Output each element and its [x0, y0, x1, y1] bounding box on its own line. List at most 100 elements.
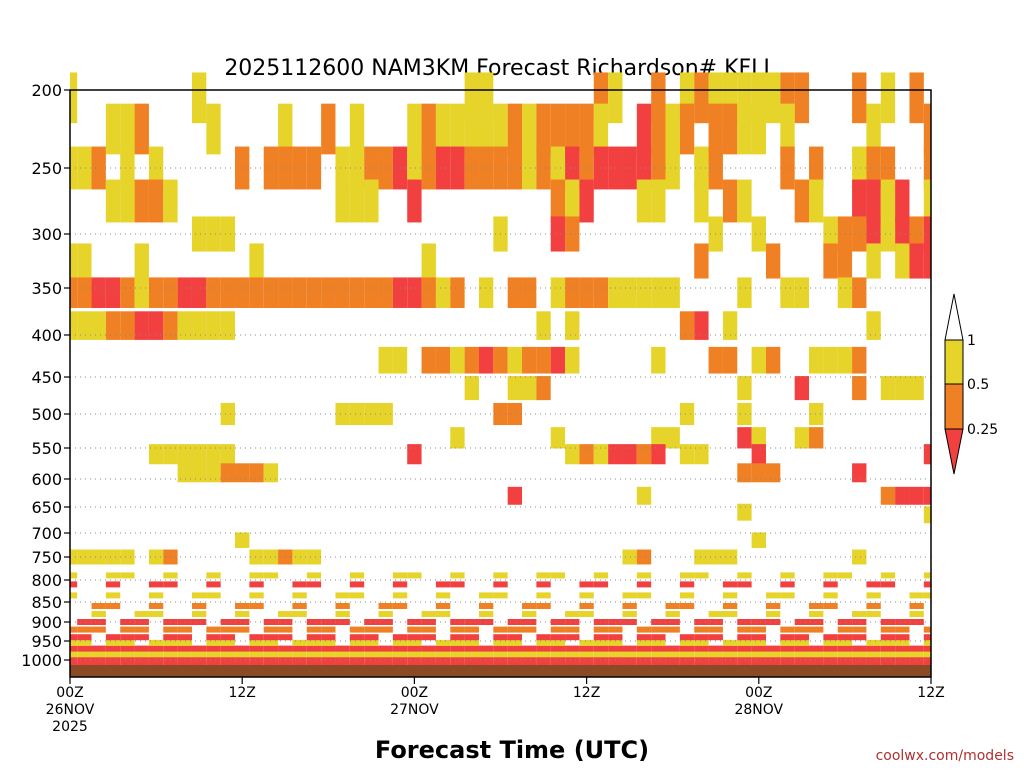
heatmap-cell: [550, 277, 566, 308]
heatmap-cell: [120, 619, 135, 625]
heatmap-cell: [407, 572, 422, 579]
heatmap-cell: [536, 146, 551, 190]
heatmap-cell: [737, 427, 752, 449]
y-tick-label: 800: [31, 571, 62, 590]
heatmap-cell: [450, 146, 465, 190]
heatmap-cell: [751, 619, 766, 625]
heatmap-cell: [751, 346, 766, 374]
heatmap-cell: [306, 651, 322, 658]
heatmap-cell: [665, 146, 680, 190]
heatmap-cell: [636, 639, 652, 646]
heatmap-cell: [909, 611, 924, 617]
y-tick-label: 450: [31, 368, 62, 387]
heatmap-cell: [163, 626, 178, 633]
heatmap-cell: [765, 346, 781, 374]
heatmap-cell: [550, 572, 566, 579]
heatmap-cell: [780, 645, 795, 652]
heatmap-cell: [335, 603, 350, 609]
heatmap-cell: [550, 103, 566, 155]
heatmap-cell: [91, 311, 106, 340]
heatmap-cell: [249, 592, 264, 599]
heatmap-cell: [235, 603, 250, 609]
heatmap-cell: [206, 444, 221, 465]
heatmap-cell: [866, 645, 881, 652]
heatmap-cell: [220, 463, 236, 483]
heatmap-cell: [77, 619, 92, 625]
heatmap-cell: [809, 651, 824, 658]
heatmap-cell: [435, 651, 451, 658]
heatmap-cell: [220, 277, 236, 308]
legend-bottom-arrow: [944, 428, 964, 475]
heatmap-cell: [923, 639, 931, 646]
heatmap-cell: [335, 592, 350, 599]
heatmap-cell: [321, 103, 336, 155]
legend-label: 1: [967, 333, 976, 349]
heatmap-cell: [278, 626, 293, 633]
heatmap-cell: [263, 626, 279, 633]
heatmap-cell: [880, 657, 896, 663]
heatmap-cell: [134, 243, 149, 279]
heatmap-cell: [91, 626, 106, 633]
heatmap-cell: [163, 572, 178, 579]
heatmap-cell: [608, 651, 623, 658]
heatmap-cell: [809, 427, 824, 449]
heatmap-cell: [694, 639, 709, 646]
heatmap-cell: [507, 651, 523, 658]
heatmap-cell: [579, 639, 594, 646]
heatmap-cell: [665, 427, 680, 449]
heatmap-cell: [335, 402, 350, 426]
heatmap-cell: [450, 572, 465, 579]
heatmap-cell: [450, 626, 465, 633]
heatmap-cell: [565, 216, 580, 252]
heatmap-cell: [435, 657, 451, 663]
heatmap-cell: [421, 611, 436, 617]
heatmap-cell: [77, 639, 92, 646]
heatmap-cell: [536, 645, 551, 652]
heatmap-cell: [70, 72, 78, 124]
heatmap-cell: [852, 72, 867, 124]
heatmap-cell: [134, 611, 149, 617]
y-tick-label: 400: [31, 326, 62, 345]
heatmap-cell: [608, 634, 623, 641]
heatmap-cell: [235, 645, 250, 652]
heatmap-cell: [507, 619, 523, 625]
heatmap-cell: [565, 346, 580, 374]
heatmap-cell: [536, 657, 551, 663]
heatmap-cell: [507, 634, 523, 641]
heatmap-cell: [435, 592, 451, 599]
y-tick-label: 1000: [21, 651, 62, 670]
heatmap-cell: [407, 651, 422, 658]
heatmap-cell: [435, 581, 451, 588]
heatmap-cell: [435, 603, 451, 609]
heatmap-cell: [464, 346, 479, 374]
heatmap-cell: [852, 179, 867, 223]
heatmap-cell: [679, 639, 695, 646]
heatmap-cell: [378, 645, 393, 652]
heatmap-cell: [134, 634, 149, 641]
heatmap-cell: [593, 651, 609, 658]
heatmap-cell: [751, 634, 766, 641]
heatmap-cell: [134, 179, 149, 223]
heatmap-cell: [909, 645, 924, 652]
heatmap-cell: [651, 626, 666, 633]
heatmap-cell: [235, 532, 250, 548]
heatmap-cell: [407, 657, 422, 663]
heatmap-cell: [148, 311, 164, 340]
heatmap-cell: [450, 103, 465, 155]
heatmap-cell: [91, 645, 106, 652]
x-tick-label: 12Z: [917, 685, 944, 701]
heatmap-cell: [306, 657, 322, 663]
heatmap-cell: [622, 277, 637, 308]
x-tick-label: 12Z: [573, 685, 600, 701]
heatmap-cell: [464, 103, 479, 155]
heatmap-cell: [421, 277, 436, 308]
heatmap-cell: [70, 592, 78, 599]
heatmap-cell: [536, 592, 551, 599]
heatmap-cell: [823, 592, 838, 599]
heatmap-cell: [536, 603, 551, 609]
heatmap-cell: [794, 277, 810, 308]
heatmap-cell: [679, 603, 695, 609]
heatmap-cell: [866, 179, 881, 223]
heatmap-cell: [464, 619, 479, 625]
heatmap-cell: [636, 444, 652, 465]
